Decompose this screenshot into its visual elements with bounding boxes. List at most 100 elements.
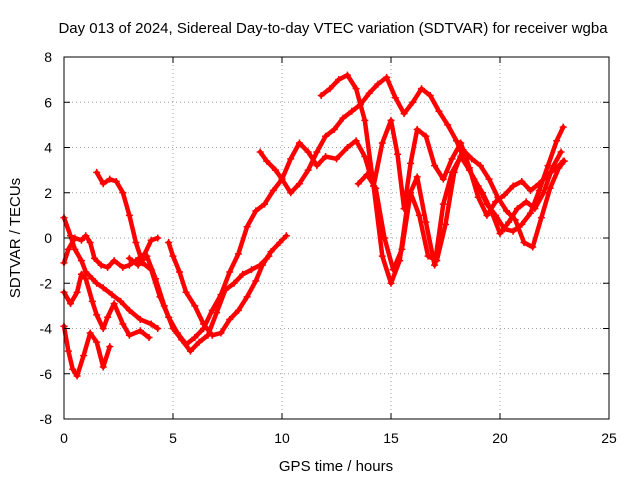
data-point-marker [82,275,90,283]
data-point-marker [494,193,502,201]
data-point-marker [343,144,351,151]
data-point-marker [112,177,120,185]
data-point-marker [226,268,234,276]
data-point-marker [361,116,369,124]
data-point-marker [503,207,511,215]
data-point-marker [69,365,77,373]
data-point-marker [422,218,430,226]
data-point-marker [535,186,543,194]
data-point-marker [409,98,417,106]
data-point-marker [492,211,500,219]
data-point-marker [125,254,133,262]
data-point-marker [169,325,177,332]
data-point-marker [239,270,247,278]
data-point-marker [374,80,382,88]
data-point-marker [145,334,153,342]
data-point-marker [544,162,552,170]
data-point-marker [511,216,519,224]
data-point-marker [261,200,269,208]
y-tick-label: -4 [40,321,53,337]
data-point-marker [333,155,340,163]
data-point-marker [99,363,107,371]
data-point-marker [88,297,96,305]
data-point-marker [304,148,312,156]
data-point-marker [483,211,491,219]
data-point-marker [73,372,81,380]
data-point-marker [527,186,535,194]
data-point-marker [93,338,101,346]
data-point-marker [71,234,79,242]
data-point-marker [439,200,447,208]
data-point-marker [540,189,548,197]
data-point-marker [213,309,221,317]
series-line-arc-3 [61,215,160,331]
data-point-marker [560,157,568,165]
data-point-marker [99,180,107,188]
data-point-marker [93,168,101,176]
data-point-marker [450,168,458,176]
data-point-marker [125,331,133,339]
data-point-marker [518,177,526,185]
data-point-marker [459,146,467,154]
data-point-marker [93,311,101,319]
data-point-marker [322,132,330,140]
data-point-marker [413,173,421,181]
data-point-marker [431,162,439,170]
data-point-marker [186,347,194,355]
data-point-marker [230,279,238,287]
data-point-marker [483,200,491,208]
data-point-marker [520,239,528,247]
data-point-marker [400,110,408,118]
data-point-marker [559,123,567,131]
data-point-marker [287,189,295,197]
grid-lines [64,57,609,419]
y-tick-label: -6 [40,366,53,382]
data-point-marker [413,125,421,133]
data-point-marker [271,166,279,174]
data-point-marker [195,338,203,346]
data-point-marker [505,218,513,226]
data-point-marker [86,329,94,337]
data-point-marker [154,234,162,242]
data-point-marker [136,315,144,323]
data-point-marker [555,164,563,172]
data-point-marker [147,320,155,328]
data-point-marker [546,184,554,192]
data-point-marker [117,297,125,305]
data-point-marker [208,306,216,314]
series-line-arc-8 [257,75,564,236]
data-point-marker [557,148,565,156]
data-point-marker [99,325,107,332]
data-point-marker [119,263,127,271]
data-point-marker [119,189,127,197]
y-tick-label: 4 [44,140,52,156]
data-point-marker [80,352,88,360]
data-point-marker [191,302,199,310]
data-point-marker [348,107,356,115]
data-point-marker [407,189,415,197]
chart-title: Day 013 of 2024, Sidereal Day-to-day VTE… [58,20,608,37]
data-point-marker [106,343,114,351]
x-tick-label: 10 [274,430,290,446]
data-point-marker [518,220,526,228]
data-point-marker [424,252,432,260]
data-point-marker [243,223,251,231]
data-point-marker [67,232,75,240]
data-point-marker [509,227,517,235]
data-point-marker [398,245,406,253]
data-point-marker [287,155,295,163]
data-point-marker [169,252,177,260]
data-point-marker [361,153,369,161]
data-point-marker [444,121,452,129]
data-point-marker [365,89,373,97]
data-point-marker [226,315,234,323]
data-point-marker [343,71,351,79]
data-point-marker [200,320,208,328]
data-point-marker [295,139,303,147]
data-point-marker [152,275,160,283]
data-point-marker [330,125,338,133]
data-point-marker [263,157,271,165]
data-point-marker [256,261,264,269]
data-point-marker [64,347,72,355]
